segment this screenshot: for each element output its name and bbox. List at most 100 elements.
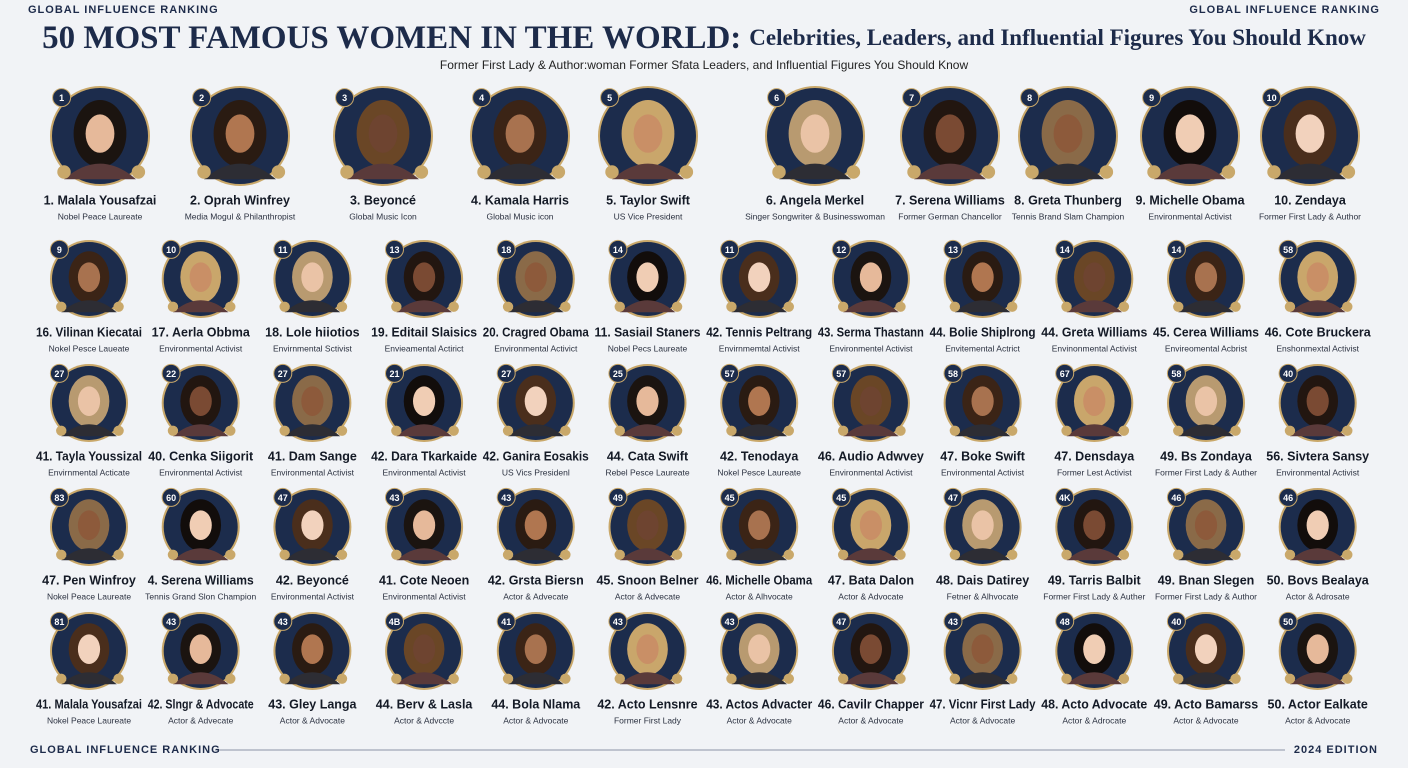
person-role: Actor & Advecate [168, 715, 233, 725]
portrait-face [85, 114, 115, 153]
person-name: 10. Zendaya [1274, 193, 1347, 207]
profile-card: 46 49. Bnan Slegen Former First Lady & Aut… [1155, 487, 1257, 601]
icon [1173, 301, 1184, 312]
icon [551, 165, 566, 179]
person-role: Singer Songwriter & Businesswoman [745, 211, 885, 221]
number-badge [49, 363, 69, 383]
portrait-face [748, 262, 771, 292]
portrait-face [413, 262, 436, 292]
number-badge [1278, 239, 1298, 259]
profile-card: 4B 44. Berv & Lasla Actor & Advccte [376, 611, 473, 725]
person-name: 46. Cavilr Chapper [818, 697, 924, 711]
profile-card: 46 50. Bovs Bealaya Actor & Adrosate [1267, 487, 1370, 601]
number-badge [1262, 88, 1282, 108]
person-role: Nobel Peace Laureate [58, 211, 143, 221]
number-badge [49, 239, 69, 259]
icon [448, 425, 459, 436]
icon [1342, 301, 1353, 312]
profile-card: 60 4. Serena Williams Tennis Grand Slon Ch… [145, 487, 256, 601]
number-badge-label: 45 [725, 493, 735, 503]
icon [726, 301, 737, 312]
icon [1007, 673, 1018, 684]
icon [679, 165, 694, 179]
person-name: 7. Serena Williams [895, 193, 1005, 207]
title: 50 MOST FAMOUS WOMEN IN THE WORLD: Celebr… [42, 20, 1366, 56]
number-badge-label: 45 [836, 493, 846, 503]
number-badge-label: 58 [1283, 245, 1293, 255]
icon [949, 425, 961, 436]
icon [167, 673, 179, 684]
profile-card: 25 44. Cata Swift Rebel Pesce Laureate [605, 363, 690, 477]
portrait-face [1083, 510, 1106, 540]
person-name: 45. Cerea Williams [1153, 325, 1259, 339]
portrait-face [1194, 510, 1218, 540]
person-role: Environmental Activist [1276, 467, 1360, 477]
portrait-face [301, 634, 324, 664]
profile-card: 27 41. Dam Sange Environmental Activist [268, 363, 357, 477]
person-name: 49. Bnan Slegen [1158, 573, 1255, 587]
person-name: 41. Dam Sange [268, 449, 357, 463]
number-badge [1166, 611, 1186, 631]
portrait-shoulders [1289, 300, 1346, 313]
portrait-shoulders [1289, 424, 1346, 437]
profile-card: 21 42. Dara Tkarkaide Environmental Activi… [371, 363, 477, 477]
profile-card: 10 10. Zendaya Former First Lady & Author [1259, 86, 1361, 221]
portrait-shoulders [508, 300, 564, 313]
number-badge-label: 5 [607, 93, 612, 103]
profile-card: 7 7. Serena Williams Former German Chancel… [895, 86, 1005, 221]
icon [448, 673, 459, 684]
portrait-shoulders [1178, 300, 1234, 313]
profile-card: 45 46. Michelle Obama Actor & Alhvocate [706, 487, 813, 601]
person-role: Actor & Advocate [950, 715, 1015, 725]
number-badge [831, 487, 851, 507]
icon [560, 549, 571, 560]
portrait-face [935, 114, 965, 153]
profile-card: 43 42. Slngr & Advocate Actor & Advecate [148, 611, 254, 725]
person-name: 42. Acto Lensnre [597, 697, 697, 711]
person-role: Global Music icon [486, 211, 553, 221]
number-badge [943, 239, 963, 259]
person-role: Environmental Activist [271, 467, 355, 477]
person-role: Actor & Alhvocate [726, 591, 793, 601]
number-badge-label: 43 [948, 617, 958, 627]
number-badge [161, 611, 181, 631]
portrait-face [1295, 114, 1325, 153]
portrait-face [636, 386, 659, 416]
number-badge [385, 611, 404, 631]
profile-card: 2 2. Oprah Winfrey Media Mogul & Philanthr… [185, 86, 296, 221]
footer-left: GLOBAL INFLUENCE RANKING [30, 744, 221, 756]
portrait-face [748, 634, 771, 664]
portrait-face [301, 262, 324, 292]
number-badge-label: 14 [1060, 245, 1070, 255]
person-name: 47. Densdaya [1054, 449, 1135, 463]
profile-card: 27 41. Tayla Youssizal Envirnmental Actica… [36, 363, 142, 477]
portrait-shoulders [1066, 300, 1123, 313]
number-badge-label: 10 [1267, 93, 1277, 103]
person-role: Environmental Activist [383, 467, 467, 477]
portrait-shoulders [1154, 163, 1226, 180]
number-badge [1055, 239, 1075, 259]
portrait-shoulders [1066, 424, 1123, 437]
profile-card: 10 17. Aerla Obbma Environmental Activist [152, 239, 251, 353]
icon [336, 673, 348, 684]
icon [837, 673, 849, 684]
portrait-face [77, 634, 101, 664]
icon [1147, 165, 1161, 179]
portrait-shoulders [64, 163, 136, 180]
portrait-face [524, 510, 547, 540]
portrait-face [859, 634, 883, 664]
icon [391, 673, 402, 684]
person-role: Actor & Advocate [280, 715, 345, 725]
number-badge-label: 40 [1171, 617, 1181, 627]
number-badge [385, 487, 404, 507]
person-name: 42. Tenodaya [720, 449, 799, 463]
icon [340, 165, 354, 179]
number-badge-label: 41 [501, 617, 511, 627]
person-name: 18. Lole hiiotios [265, 325, 360, 339]
person-name: 17. Aerla Obbma [152, 325, 251, 339]
portrait-shoulders [731, 672, 787, 685]
number-badge [1278, 611, 1298, 631]
portrait-shoulders [843, 300, 899, 313]
person-role: Nokel Pesce Laueate [49, 343, 130, 353]
number-badge-label: 43 [613, 617, 623, 627]
